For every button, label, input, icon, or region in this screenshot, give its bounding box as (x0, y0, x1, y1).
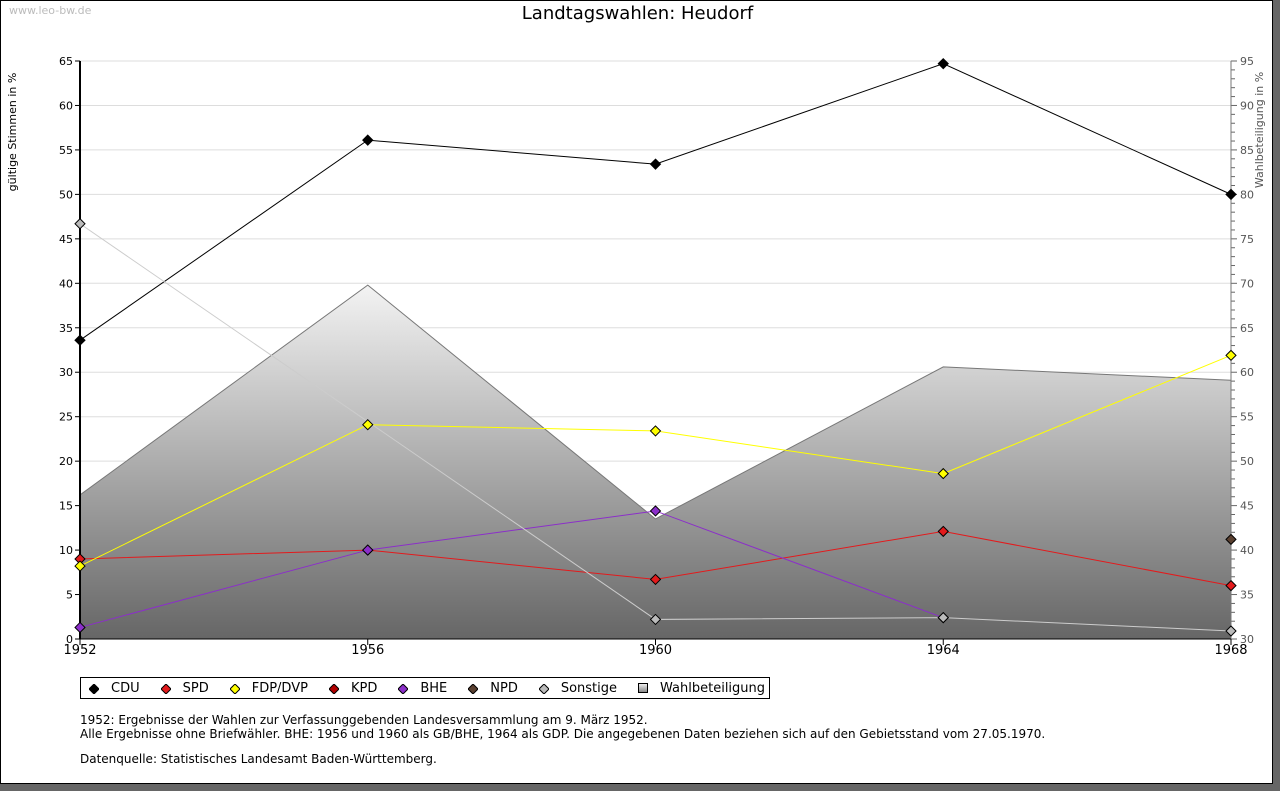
y-tick-label: 45 (59, 233, 73, 246)
y-tick-label: 55 (59, 144, 73, 157)
turnout-area-fill (80, 285, 1231, 639)
diamond-icon (88, 683, 100, 695)
data-point-bhe (74, 621, 86, 634)
diamond-icon (467, 683, 479, 695)
data-point-npd (1225, 533, 1237, 546)
y2-tick-label: 85 (1240, 144, 1254, 157)
y2-tick-label: 45 (1240, 500, 1254, 513)
legend-label: CDU (111, 680, 140, 696)
legend-label: Sonstige (560, 680, 618, 696)
x-tick-label: 1952 (63, 643, 96, 658)
legend-label: Wahlbeteiligung (660, 680, 766, 696)
y-tick-label: 5 (66, 589, 73, 602)
y2-tick-label: 80 (1240, 188, 1254, 201)
y-tick-label: 35 (59, 322, 73, 335)
legend-item: KPD (328, 680, 378, 696)
legend-item: BHE (397, 680, 448, 696)
diamond-icon (328, 683, 340, 695)
y2-tick-label: 60 (1240, 366, 1254, 379)
y2-tick-label: 50 (1240, 455, 1254, 468)
notes: 1952: Ergebnisse der Wahlen zur Verfassu… (80, 713, 1045, 741)
x-tick-label: 1964 (927, 643, 960, 658)
legend-label: SPD (182, 680, 209, 696)
data-point-fdpdvp (937, 467, 949, 480)
data-point-cdu (649, 158, 662, 170)
y-tick-label: 15 (59, 500, 73, 513)
note-line: Alle Ergebnisse ohne Briefwähler. BHE: 1… (80, 727, 1046, 741)
y2-axis-label: Wahlbeteiligung in % (1253, 72, 1266, 188)
y2-tick-label: 90 (1240, 99, 1254, 112)
data-point-spd (649, 573, 662, 586)
data-point-bhe (362, 544, 374, 556)
legend-item: SPD (159, 680, 209, 696)
y2-tick-label: 75 (1240, 233, 1254, 246)
y-tick-label: 0 (66, 633, 73, 646)
y2-tick-label: 95 (1240, 55, 1254, 68)
x-tick-label: 1960 (639, 643, 672, 658)
diamond-icon (538, 683, 550, 695)
data-point-sonstige (649, 613, 662, 626)
data-point-fdpdvp (74, 560, 86, 572)
legend-item: CDU (88, 680, 140, 696)
legend-label: BHE (420, 680, 448, 696)
legend: CDU SPD FDP/DVP KPD BHE NPD Sonstige Wahlbeteil… (80, 677, 771, 699)
diamond-icon (397, 683, 410, 695)
data-point-cdu (362, 134, 374, 146)
y2-tick-label: 30 (1240, 633, 1254, 646)
y-tick-label: 30 (59, 366, 73, 379)
data-point-sonstige (1225, 625, 1237, 637)
y-axis-label: gültige Stimmen in % (6, 73, 19, 192)
y2-tick-label: 70 (1240, 277, 1254, 290)
diamond-icon (159, 683, 172, 695)
y2-tick-label: 65 (1240, 322, 1254, 335)
watermark: www.leo-bw.de (9, 4, 92, 17)
y-tick-label: 50 (59, 188, 73, 201)
data-point-cdu (937, 57, 949, 70)
x-tick-label: 1956 (351, 643, 384, 658)
y-tick-label: 10 (59, 544, 73, 557)
data-point-sonstige (937, 611, 949, 624)
legend-label: KPD (350, 680, 378, 696)
data-point-spd (937, 525, 949, 538)
series-markers (74, 57, 1237, 637)
y2-tick-label: 35 (1240, 589, 1254, 602)
data-point-fdpdvp (362, 418, 374, 431)
y-tick-label: 20 (59, 455, 73, 468)
note-line: 1952: Ergebnisse der Wahlen zur Verfassu… (80, 713, 648, 727)
legend-item: Wahlbeteiligung (638, 681, 765, 696)
y2-tick-label: 55 (1240, 411, 1254, 424)
square-icon (638, 683, 649, 693)
data-point-bhe (649, 505, 662, 517)
legend-label: NPD (490, 680, 518, 696)
data-point-sonstige (74, 218, 86, 230)
y-tick-label: 60 (59, 99, 73, 112)
y-tick-label: 25 (59, 411, 73, 424)
diamond-icon (229, 683, 241, 695)
legend-item: FDP/DVP (229, 680, 308, 696)
y2-tick-label: 40 (1240, 544, 1254, 557)
data-point-cdu (74, 334, 86, 346)
data-point-fdpdvp (649, 425, 662, 437)
y-tick-label: 40 (59, 277, 73, 290)
data-source: Datenquelle: Statistisches Landesamt Bad… (80, 752, 437, 766)
series-line-bhe (79, 510, 944, 628)
data-point-fdpdvp (1225, 349, 1237, 362)
data-point-cdu (1225, 188, 1237, 201)
x-tick-label: 1968 (1214, 643, 1247, 658)
legend-label: FDP/DVP (251, 680, 308, 696)
turnout-area (79, 284, 1232, 639)
legend-item: NPD (467, 680, 518, 696)
chart-title: Landtagswahlen: Heudorf (521, 3, 754, 24)
legend-item: Sonstige (538, 680, 618, 696)
y-tick-label: 65 (59, 55, 73, 68)
data-point-spd (1225, 579, 1237, 592)
